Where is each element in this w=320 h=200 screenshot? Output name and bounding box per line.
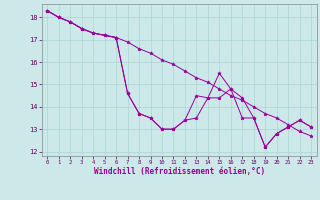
X-axis label: Windchill (Refroidissement éolien,°C): Windchill (Refroidissement éolien,°C) <box>94 167 265 176</box>
